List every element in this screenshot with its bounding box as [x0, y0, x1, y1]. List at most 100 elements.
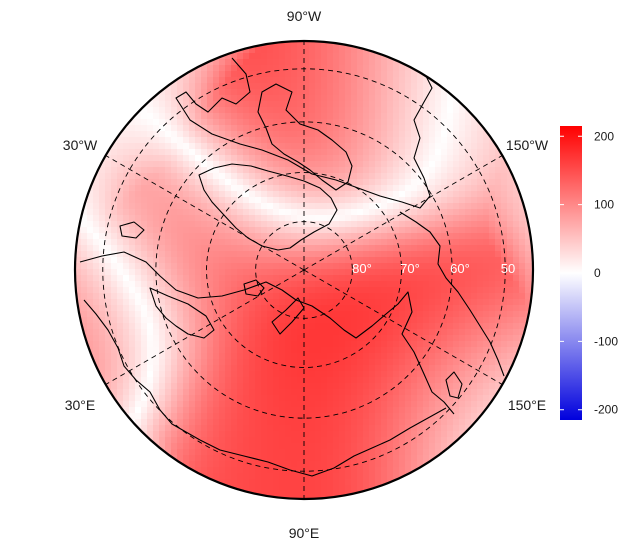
field-cell [117, 257, 124, 264]
field-cell [129, 389, 136, 396]
field-cell [237, 335, 244, 342]
field-cell [447, 353, 454, 360]
field-cell [357, 149, 364, 156]
field-cell [471, 365, 478, 372]
field-cell [273, 107, 280, 114]
field-cell [261, 461, 268, 468]
field-cell [345, 149, 352, 156]
field-cell [417, 323, 424, 330]
field-cell [435, 251, 442, 258]
field-cell [483, 209, 490, 216]
field-cell [255, 113, 262, 120]
field-cell [153, 275, 160, 282]
field-cell [351, 377, 358, 384]
field-cell [375, 137, 382, 144]
field-cell [303, 221, 310, 228]
field-cell [381, 287, 388, 294]
field-cell [339, 83, 346, 90]
field-cell [453, 317, 460, 324]
field-cell [369, 101, 376, 108]
field-cell [321, 77, 328, 84]
field-cell [243, 479, 250, 486]
field-cell [165, 251, 172, 258]
field-cell [381, 335, 388, 342]
field-cell [471, 395, 478, 402]
field-cell [255, 299, 262, 306]
field-cell [429, 89, 436, 96]
field-cell [207, 77, 214, 84]
field-cell [309, 179, 316, 186]
field-cell [303, 77, 310, 84]
field-cell [363, 287, 370, 294]
field-cell [351, 59, 358, 66]
field-cell [231, 263, 238, 270]
field-cell [441, 215, 448, 222]
field-cell [231, 173, 238, 180]
field-cell [177, 419, 184, 426]
field-cell [129, 329, 136, 336]
field-cell [477, 113, 484, 120]
field-cell [201, 65, 208, 72]
field-cell [375, 473, 382, 480]
field-cell [405, 125, 412, 132]
field-cell [243, 227, 250, 234]
field-cell [309, 401, 316, 408]
field-cell [81, 215, 88, 222]
field-cell [267, 83, 274, 90]
field-cell [147, 233, 154, 240]
field-cell [309, 389, 316, 396]
field-cell [339, 407, 346, 414]
field-cell [129, 167, 136, 174]
field-cell [207, 311, 214, 318]
field-cell [459, 209, 466, 216]
field-cell [129, 179, 136, 186]
field-cell [141, 245, 148, 252]
field-cell [291, 437, 298, 444]
field-cell [117, 173, 124, 180]
field-cell [285, 155, 292, 162]
field-cell [321, 341, 328, 348]
field-cell [351, 437, 358, 444]
field-cell [369, 203, 376, 210]
field-cell [381, 359, 388, 366]
field-cell [321, 59, 328, 66]
field-cell [423, 173, 430, 180]
field-cell [315, 101, 322, 108]
field-cell [285, 131, 292, 138]
field-cell [405, 287, 412, 294]
field-cell [393, 365, 400, 372]
field-cell [369, 293, 376, 300]
field-cell [387, 419, 394, 426]
field-cell [447, 221, 454, 228]
field-cell [99, 239, 106, 246]
field-cell [339, 149, 346, 156]
field-cell [423, 203, 430, 210]
field-cell [177, 311, 184, 318]
field-cell [477, 299, 484, 306]
field-cell [345, 341, 352, 348]
field-cell [435, 125, 442, 132]
field-cell [369, 425, 376, 432]
field-cell [387, 215, 394, 222]
field-cell [249, 389, 256, 396]
field-cell [363, 131, 370, 138]
field-cell [195, 239, 202, 246]
field-cell [153, 161, 160, 168]
field-cell [267, 323, 274, 330]
field-cell [315, 77, 322, 84]
field-cell [195, 281, 202, 288]
field-cell [297, 395, 304, 402]
field-cell [513, 311, 520, 318]
field-cell [387, 305, 394, 312]
field-cell [429, 305, 436, 312]
field-cell [285, 299, 292, 306]
field-cell [117, 287, 124, 294]
field-cell [243, 329, 250, 336]
field-cell [213, 77, 220, 84]
field-cell [129, 365, 136, 372]
field-cell [393, 257, 400, 264]
field-cell [399, 269, 406, 276]
field-cell [435, 107, 442, 114]
field-cell [441, 281, 448, 288]
field-cell [261, 221, 268, 228]
